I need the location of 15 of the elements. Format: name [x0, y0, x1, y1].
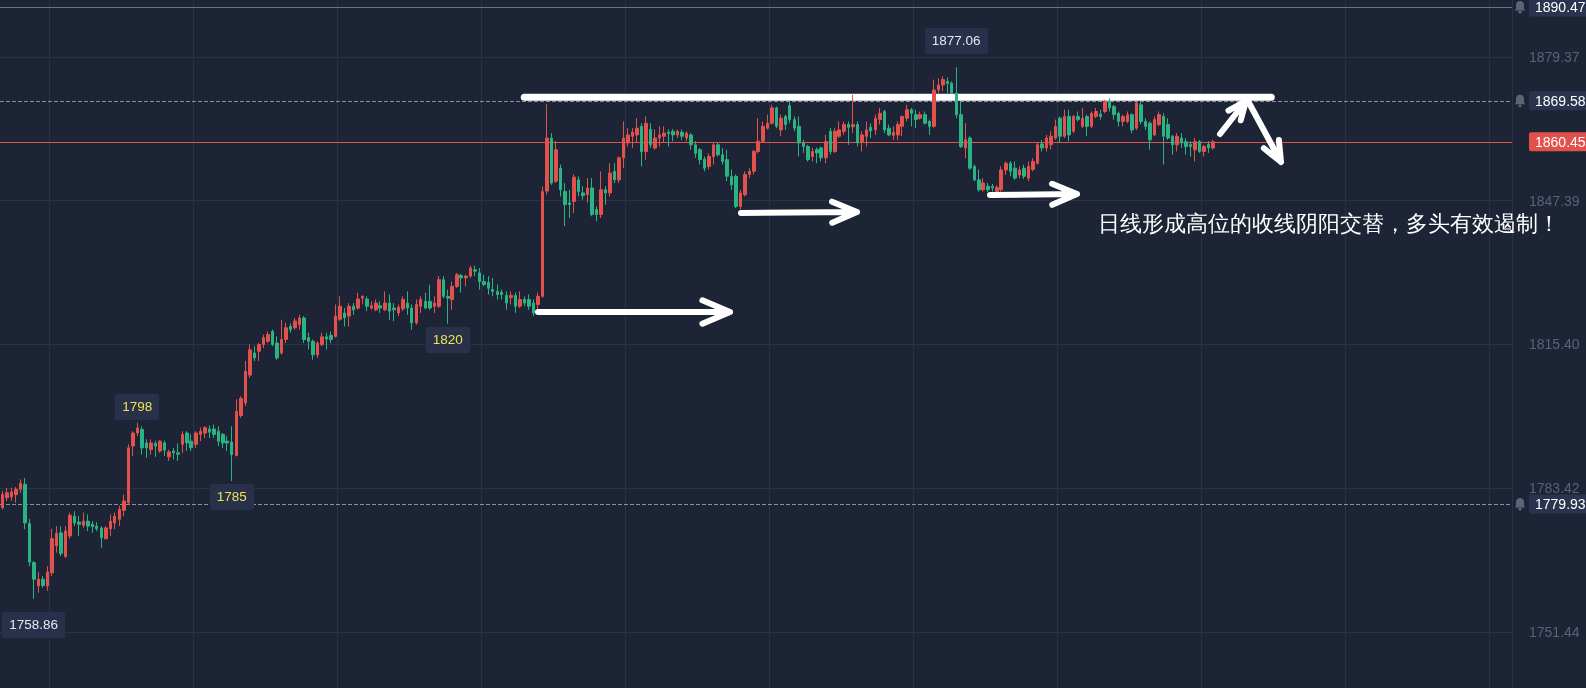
y-tick-label: 1847.39 — [1529, 192, 1580, 209]
annotation: 1820 — [425, 326, 470, 353]
ref-line-label: 1890.47 — [1535, 0, 1586, 15]
y-tick-label: 1751.44 — [1529, 624, 1580, 641]
ref-line-label: 1869.58 — [1535, 92, 1586, 109]
ref-line-label: 1779.93 — [1535, 495, 1586, 512]
y-tick-label: 1879.37 — [1529, 48, 1580, 65]
ref-line-label: 1860.45 — [1535, 133, 1586, 150]
annotation: 1758.86 — [2, 611, 66, 638]
annotation: 日线形成高位的收线阴阳交替，多头有效遏制！ — [1098, 211, 1560, 237]
y-tick-label: 1815.40 — [1529, 336, 1580, 353]
annotation: 1798 — [115, 393, 160, 420]
annotation: 1785 — [209, 484, 254, 511]
annotation: 1877.06 — [924, 28, 988, 55]
y-tick-label: 1783.42 — [1529, 480, 1580, 497]
